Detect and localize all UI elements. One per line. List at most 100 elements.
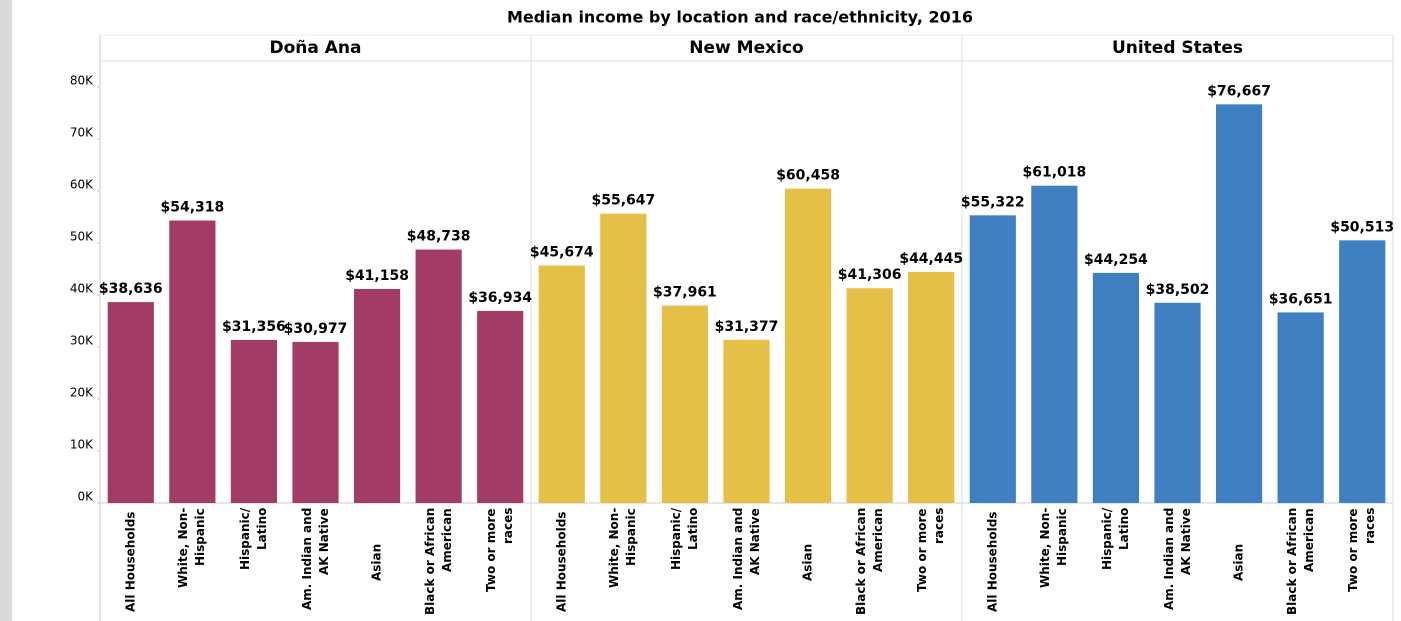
value-label: $30,977 (284, 321, 348, 337)
bar (1339, 240, 1386, 503)
x-tick-text: Black or African American (422, 508, 454, 616)
panel-header: Doña Ana (269, 38, 361, 58)
x-tick-text: Asian (1231, 543, 1246, 581)
y-tick-label: 0K (77, 490, 94, 504)
x-tick-label: Asian (788, 508, 828, 616)
bar (661, 305, 709, 503)
bar (784, 188, 832, 503)
y-tick-label: 70K (70, 126, 94, 140)
bar (1031, 185, 1078, 503)
panel-header: New Mexico (689, 38, 803, 58)
bar (292, 341, 339, 503)
panel-header: United States (1112, 38, 1243, 58)
x-tick-text: Two or more races (484, 508, 516, 592)
value-label: $41,306 (838, 267, 902, 283)
x-tick-text: Hispanic/ Latino (1099, 508, 1131, 571)
x-tick-label: Am. Indian and AK Native (296, 508, 336, 616)
bar (1092, 272, 1140, 503)
y-tick-label: 50K (70, 230, 94, 244)
bar (1277, 312, 1324, 503)
value-label: $45,674 (530, 244, 594, 260)
x-tick-label: Asian (357, 508, 397, 616)
bar (1215, 104, 1263, 503)
x-tick-text: Am. Indian and AK Native (730, 508, 762, 611)
bar (107, 302, 154, 503)
x-tick-text: Am. Indian and AK Native (1161, 508, 1193, 611)
x-tick-text: White, Non-Hispanic (176, 508, 208, 589)
value-label: $37,961 (653, 285, 717, 301)
x-tick-label: Two or more races (480, 508, 520, 616)
value-label: $41,158 (345, 268, 409, 284)
bar (723, 339, 770, 503)
x-tick-text: Hispanic/ Latino (237, 508, 269, 571)
x-tick-text: Two or more races (915, 508, 947, 592)
x-tick-text: Hispanic/ Latino (668, 508, 700, 571)
x-tick-label: Am. Indian and AK Native (1158, 508, 1198, 616)
value-label: $48,738 (407, 229, 471, 245)
y-tick-label: 30K (70, 334, 94, 348)
x-tick-text: Asian (800, 543, 815, 581)
x-tick-label: White, Non-Hispanic (603, 508, 643, 616)
bar (846, 288, 893, 503)
value-label: $60,458 (776, 168, 840, 184)
bar (230, 339, 278, 503)
value-label: $50,513 (1330, 219, 1394, 235)
value-label: $55,647 (591, 193, 655, 209)
y-tick-label: 40K (70, 282, 94, 296)
y-tick-label: 60K (70, 178, 94, 192)
x-tick-label: All Households (542, 508, 582, 616)
y-tick-label: 80K (70, 74, 94, 88)
value-label: $55,322 (961, 194, 1025, 210)
bar (353, 288, 401, 503)
x-tick-label: Black or African American (419, 508, 459, 616)
x-tick-text: All Households (985, 511, 1000, 613)
value-label: $76,667 (1207, 83, 1271, 99)
x-tick-label: Black or African American (850, 508, 890, 616)
y-tick-label: 20K (70, 386, 94, 400)
x-tick-label: White, Non-Hispanic (172, 508, 212, 616)
x-tick-text: Black or African American (853, 508, 885, 616)
x-tick-label: All Households (111, 508, 151, 616)
x-tick-label: All Households (973, 508, 1013, 616)
value-label: $36,651 (1269, 291, 1333, 307)
x-tick-label: Hispanic/ Latino (1096, 508, 1136, 616)
x-tick-label: Asian (1219, 508, 1259, 616)
x-tick-label: Hispanic/ Latino (665, 508, 705, 616)
x-tick-label: Hispanic/ Latino (234, 508, 274, 616)
y-tick-label: 10K (70, 438, 94, 452)
x-tick-text: All Households (123, 511, 138, 613)
bar (169, 220, 216, 504)
value-label: $38,502 (1146, 282, 1210, 298)
x-tick-label: Two or more races (1342, 508, 1382, 616)
bar (969, 215, 1016, 503)
side-strip (0, 0, 12, 621)
value-label: $31,377 (715, 319, 779, 335)
x-tick-label: White, Non-Hispanic (1034, 508, 1074, 616)
x-tick-text: White, Non-Hispanic (607, 508, 639, 589)
bar (600, 213, 647, 503)
x-tick-label: Am. Indian and AK Native (727, 508, 767, 616)
x-tick-text: White, Non-Hispanic (1038, 508, 1070, 589)
x-tick-label: Two or more races (911, 508, 951, 616)
bar (415, 249, 462, 503)
bar (908, 271, 955, 503)
x-tick-text: Two or more races (1346, 508, 1378, 592)
bar (1154, 302, 1201, 503)
x-tick-text: All Households (554, 511, 569, 613)
bar (477, 310, 524, 503)
value-label: $31,356 (222, 319, 286, 335)
value-label: $36,934 (468, 290, 532, 306)
x-tick-text: Asian (369, 543, 384, 581)
value-label: $61,018 (1022, 165, 1086, 181)
chart-title: Median income by location and race/ethni… (507, 8, 973, 27)
value-label: $54,318 (160, 200, 224, 216)
value-label: $38,636 (99, 281, 163, 297)
x-tick-text: Black or African American (1284, 508, 1316, 616)
x-tick-label: Black or African American (1281, 508, 1321, 616)
x-tick-text: Am. Indian and AK Native (299, 508, 331, 611)
value-label: $44,445 (899, 251, 963, 267)
value-label: $44,254 (1084, 252, 1148, 268)
bar (538, 265, 585, 503)
